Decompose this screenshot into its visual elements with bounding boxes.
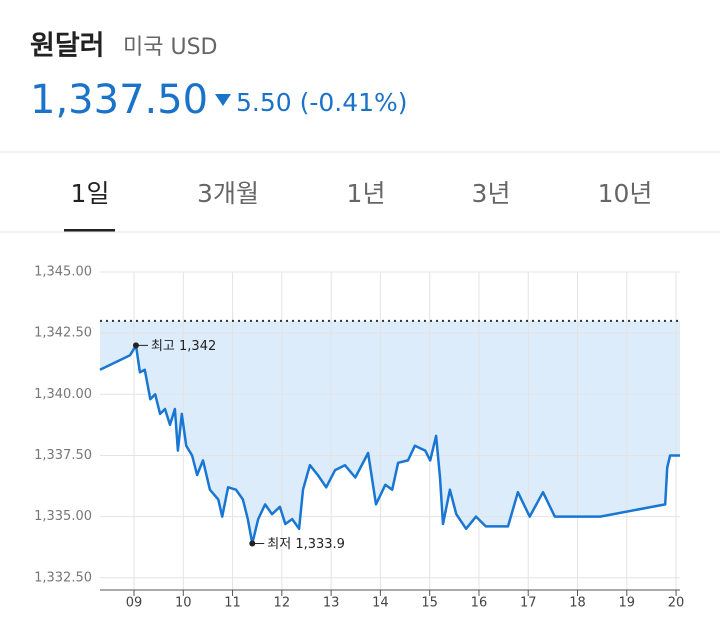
y-tick-label: 1,345.00 bbox=[34, 265, 92, 280]
tab[interactable]: 3개월 bbox=[197, 179, 259, 208]
annotation-label: 최저 1,333.9 bbox=[267, 537, 345, 552]
price-line bbox=[99, 344, 680, 545]
y-tick-label: 1,342.50 bbox=[34, 326, 92, 341]
x-tick-label: 10 bbox=[175, 596, 192, 611]
x-tick-label: 20 bbox=[668, 596, 685, 611]
x-tick-label: 15 bbox=[421, 596, 438, 611]
y-tick-label: 1,335.00 bbox=[34, 509, 92, 524]
x-tick-label: 18 bbox=[569, 596, 586, 611]
y-tick-label: 1,337.50 bbox=[34, 448, 92, 463]
x-tick-label: 12 bbox=[274, 596, 291, 611]
y-tick-label: 1,332.50 bbox=[34, 570, 92, 585]
title: 원달러 bbox=[30, 31, 105, 62]
x-tick-label: 16 bbox=[471, 596, 488, 611]
price: 1,337.50 bbox=[30, 77, 208, 123]
x-tick-label: 17 bbox=[520, 596, 537, 611]
tab[interactable]: 1년 bbox=[347, 179, 386, 208]
tab-underline bbox=[64, 229, 115, 232]
x-tick-label: 13 bbox=[323, 596, 340, 611]
annotation-label: 최고 1,342 bbox=[151, 339, 216, 354]
subtitle: 미국 USD bbox=[123, 35, 217, 60]
y-tick-label: 1,340.00 bbox=[34, 387, 92, 402]
x-tick-label: 11 bbox=[224, 596, 241, 611]
x-tick-label: 19 bbox=[619, 596, 636, 611]
down-arrow bbox=[215, 94, 231, 106]
area-fill bbox=[100, 320, 680, 544]
tab[interactable]: 1일 bbox=[71, 179, 110, 208]
chart: 1,332.50 1,335.00 1,337.50 1,340.00 1,342.50… bbox=[34, 265, 684, 611]
tab[interactable]: 3년 bbox=[472, 179, 511, 208]
x-tick-label: 09 bbox=[126, 596, 143, 611]
tabs: 1일 3개월 1년 3년 10년 bbox=[71, 179, 653, 208]
x-tick-label: 14 bbox=[372, 596, 389, 611]
tab[interactable]: 10년 bbox=[598, 179, 653, 208]
change: 5.50 (-0.41%) bbox=[236, 88, 408, 117]
